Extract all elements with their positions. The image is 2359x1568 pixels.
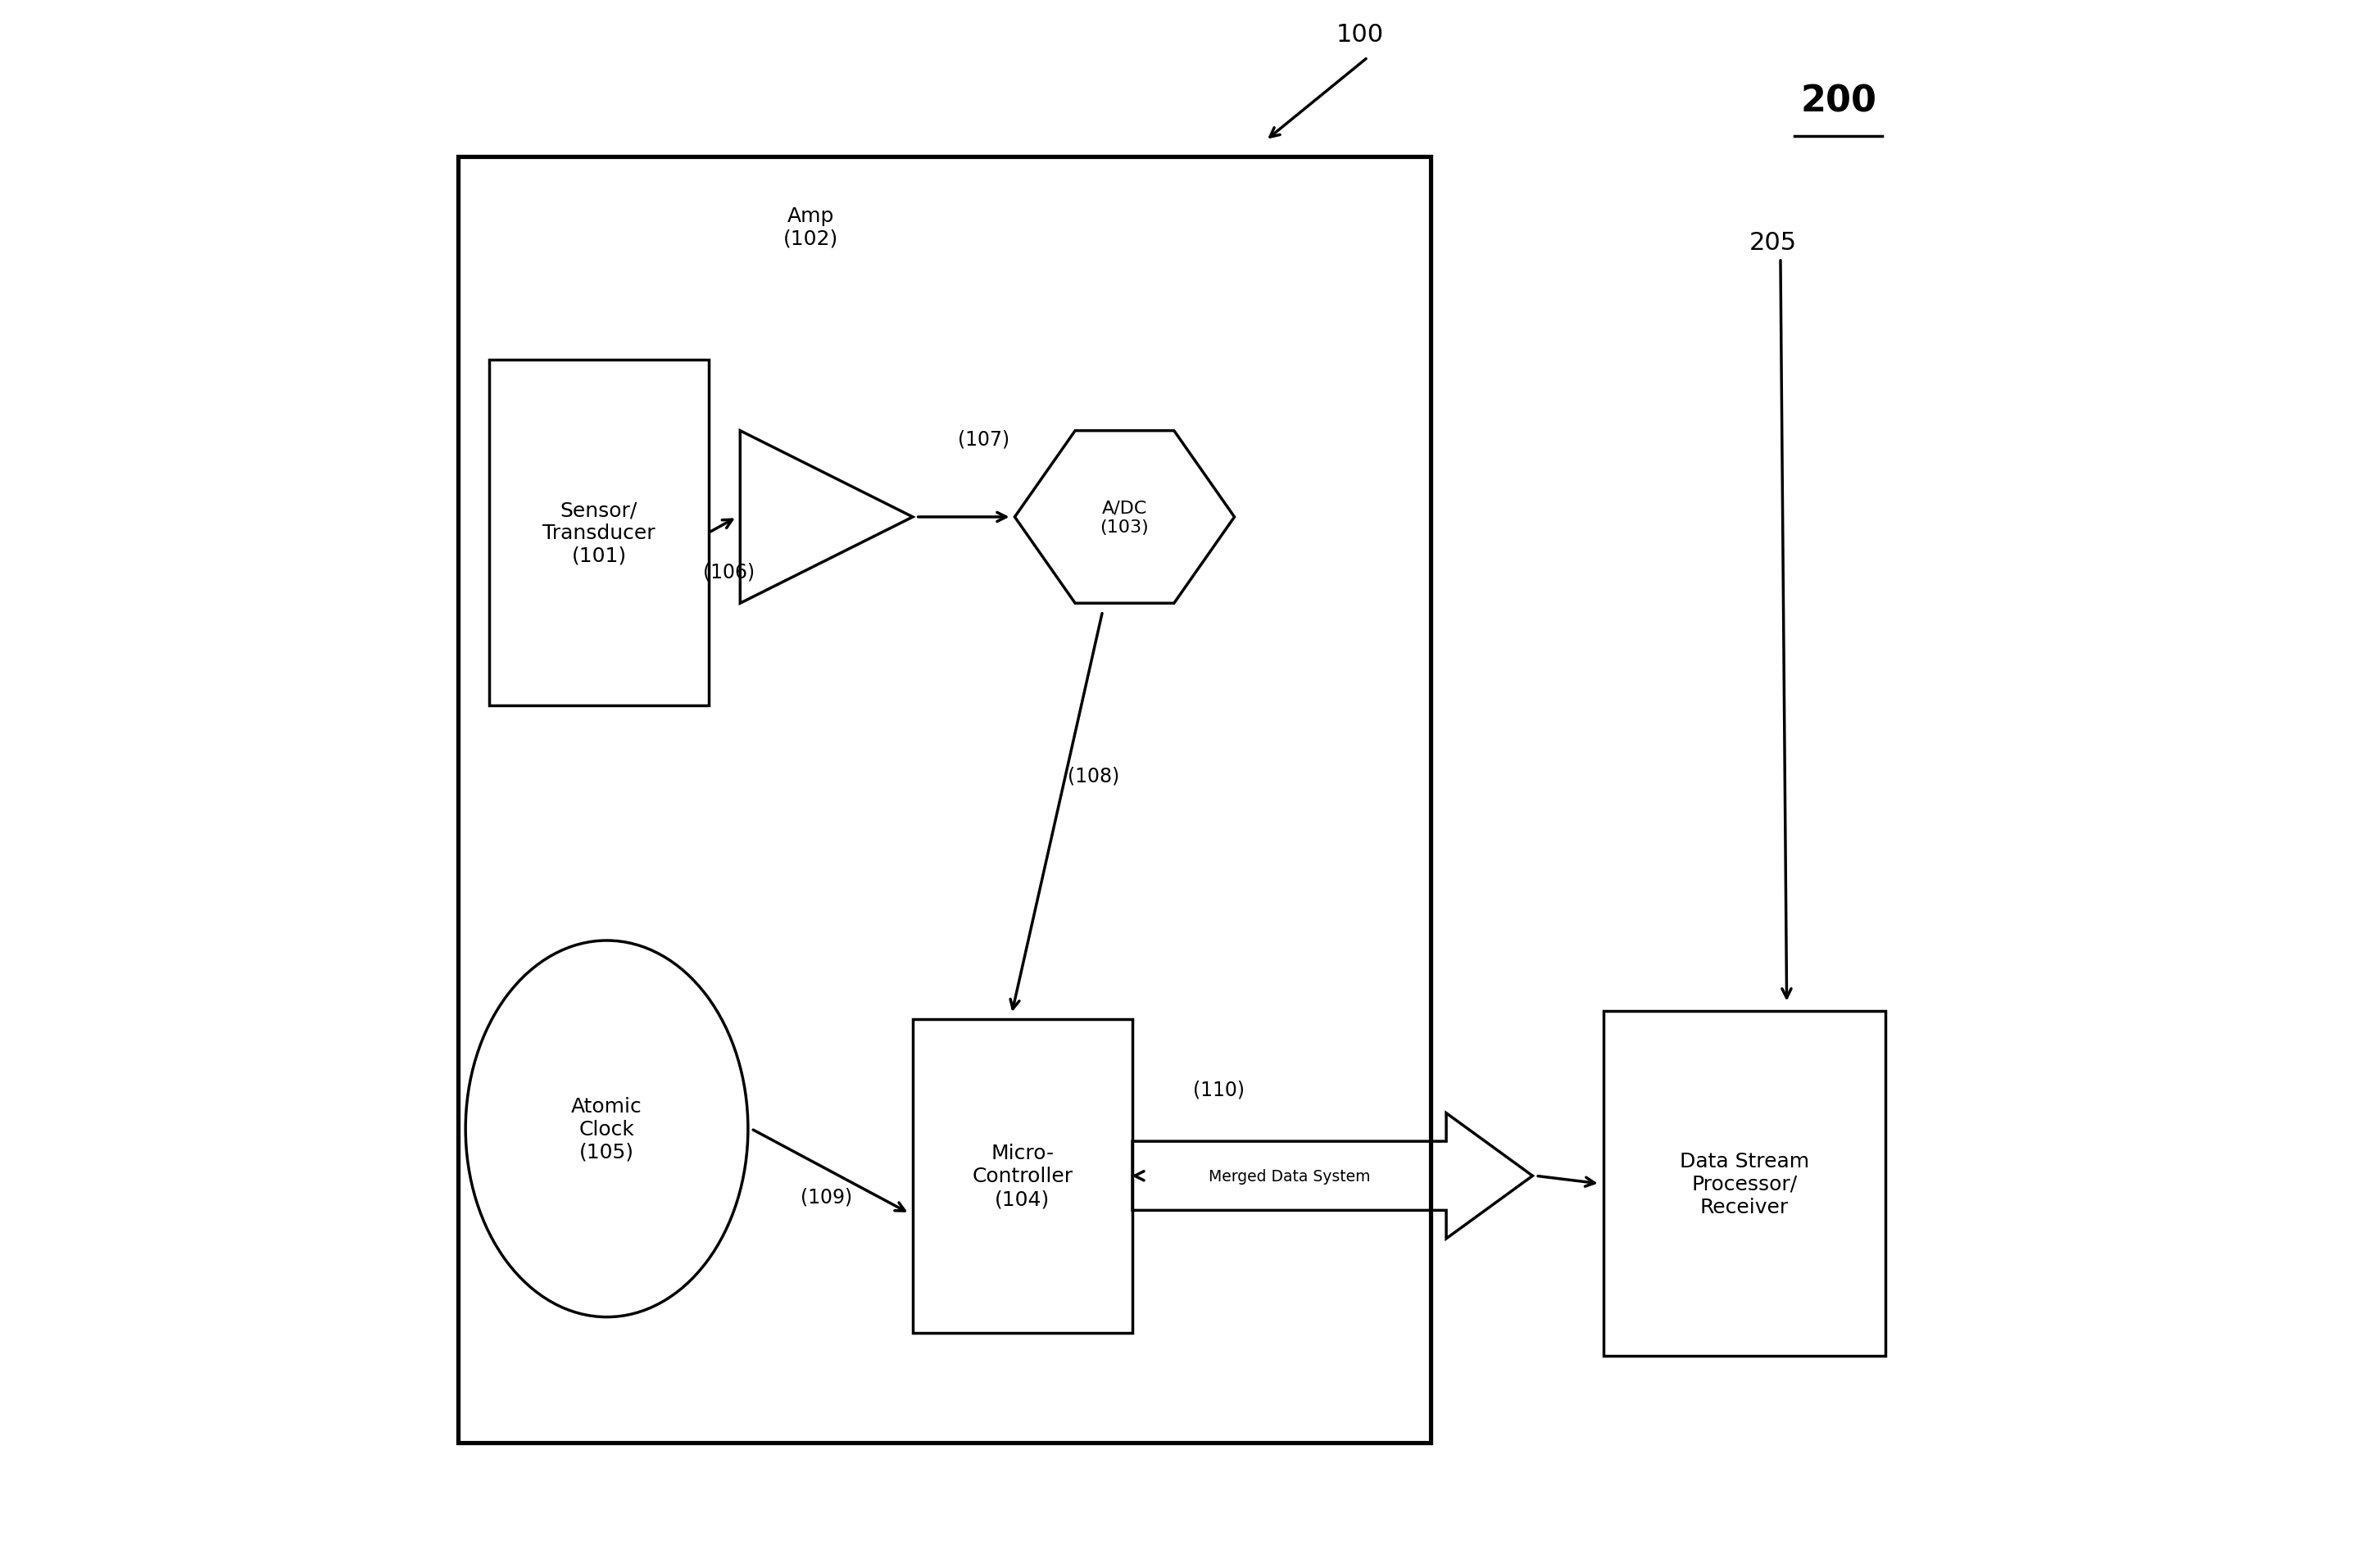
Text: 205: 205 [1748, 230, 1798, 256]
Text: (108): (108) [1066, 767, 1118, 786]
Text: Micro-
Controller
(104): Micro- Controller (104) [972, 1143, 1073, 1209]
Bar [458, 157, 1430, 1443]
Text: (107): (107) [958, 430, 1010, 448]
Text: Data Stream
Processor/
Receiver: Data Stream Processor/ Receiver [1680, 1151, 1809, 1217]
Text: Atomic
Clock
(105): Atomic Clock (105) [571, 1096, 642, 1162]
Text: Amp
(102): Amp (102) [783, 205, 837, 249]
Text: Sensor/
Transducer
(101): Sensor/ Transducer (101) [543, 500, 656, 566]
Text: A/DC
(103): A/DC (103) [1099, 500, 1149, 535]
Text: Merged Data System: Merged Data System [1208, 1168, 1371, 1184]
Text: (110): (110) [1194, 1080, 1246, 1099]
Bar [488, 361, 708, 706]
Text: 200: 200 [1800, 85, 1878, 119]
Bar [1604, 1011, 1885, 1356]
Bar [913, 1019, 1132, 1333]
Text: (106): (106) [703, 563, 755, 582]
Text: 100: 100 [1335, 22, 1385, 47]
Text: (109): (109) [800, 1187, 852, 1206]
